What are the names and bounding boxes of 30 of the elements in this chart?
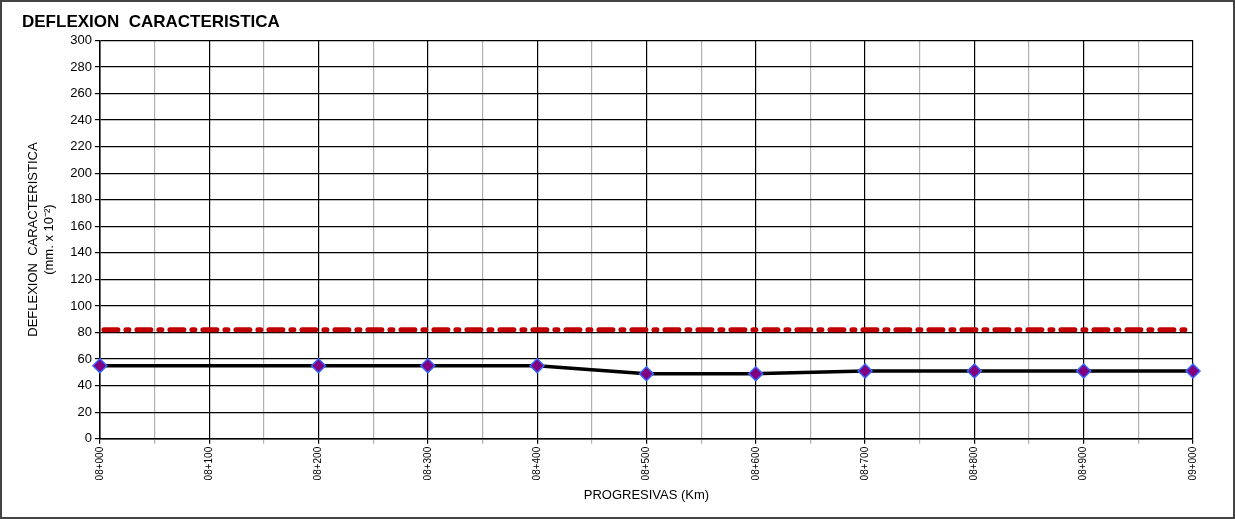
y-tick-label: 80: [77, 324, 92, 340]
x-tick-label: 08+700: [858, 446, 870, 481]
x-axis-title: PROGRESIVAS (Km): [583, 486, 710, 502]
y-tick-label: 240: [70, 111, 92, 127]
x-tick-label: 08+800: [968, 446, 980, 481]
x-tick-label: 08+500: [640, 446, 652, 481]
x-tick-label: 08+900: [1077, 446, 1089, 481]
y-tick-label: 60: [77, 350, 92, 366]
y-tick-label: 280: [70, 58, 92, 74]
x-tick-label: 08+000: [93, 446, 105, 481]
x-tick-label: 08+400: [530, 446, 542, 481]
y-tick-label: 180: [70, 191, 92, 207]
y-tick-label: 120: [70, 270, 92, 286]
y-tick-label: 200: [70, 164, 92, 180]
y-tick-label: 0: [84, 430, 92, 446]
y-axis-title: DEFLEXION CARACTERISTICA (mm. x 10⁻²): [25, 142, 56, 337]
y-tick-label: 160: [70, 217, 92, 233]
x-tick-label: 08+100: [202, 446, 214, 481]
y-tick-label: 140: [70, 244, 92, 260]
x-tick-label: 08+600: [749, 446, 761, 481]
y-tick-label: 260: [70, 85, 92, 101]
y-tick-label: 20: [77, 403, 92, 419]
x-tick-label: 08+300: [421, 446, 433, 481]
y-tick-label: 40: [77, 377, 92, 393]
y-tick-label: 300: [70, 31, 92, 47]
x-tick-label: 09+000: [1186, 446, 1198, 481]
y-tick-label: 220: [70, 138, 92, 154]
x-tick-label: 08+200: [312, 446, 324, 481]
chart-title: DEFLEXION CARACTERISTICA: [22, 11, 280, 31]
y-tick-label: 100: [70, 297, 92, 313]
